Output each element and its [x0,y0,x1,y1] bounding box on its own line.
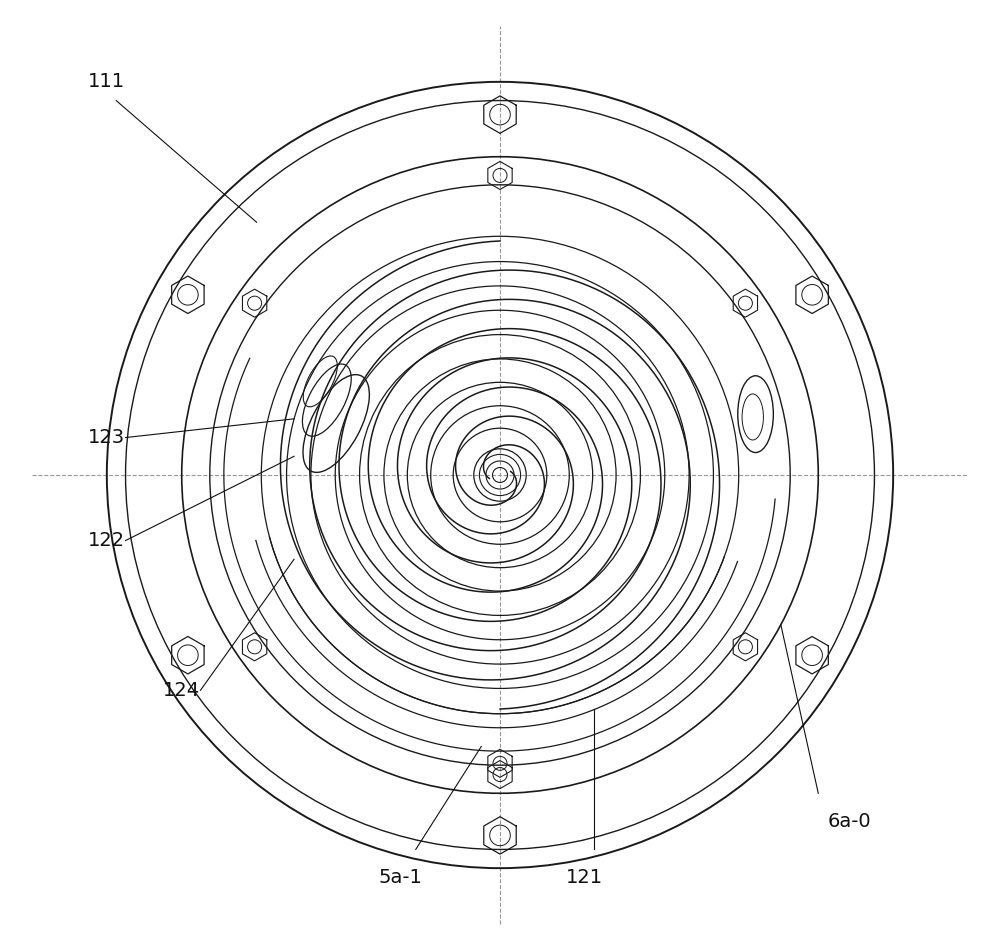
Text: 5a-1: 5a-1 [378,868,422,887]
Text: 121: 121 [566,868,603,887]
Text: 122: 122 [88,531,125,550]
Text: 6a-0: 6a-0 [828,812,871,831]
Text: 124: 124 [163,681,200,700]
Text: 111: 111 [88,72,125,91]
Text: 123: 123 [88,428,125,447]
